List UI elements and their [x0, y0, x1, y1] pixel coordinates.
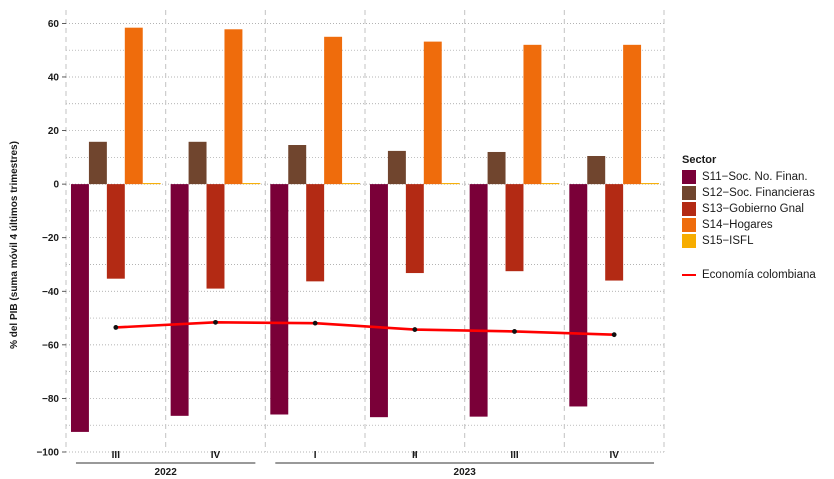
color-swatch-icon	[682, 186, 696, 200]
y-tick-label: −40	[42, 287, 59, 298]
bar	[324, 36, 343, 185]
line-point	[312, 320, 318, 326]
x-tick-label: III	[510, 450, 519, 461]
bar	[441, 183, 460, 185]
bar	[523, 44, 542, 185]
y-axis: 60 40 20 0 −20 −40 −60 −80 −100	[36, 19, 66, 459]
legend-item: S13−Gobierno Gnal	[682, 201, 832, 217]
x-tick-label: IV	[609, 450, 619, 461]
bar	[342, 183, 361, 185]
economia-line	[113, 319, 617, 338]
bar	[541, 183, 560, 185]
bar	[142, 183, 161, 185]
bar	[387, 150, 406, 185]
x-tick-label: I	[314, 450, 317, 461]
bar	[242, 183, 261, 185]
bar	[569, 184, 588, 407]
bar	[88, 141, 107, 185]
year-label: 2022	[155, 467, 178, 478]
legend-label: S12−Soc. Financieras	[702, 187, 815, 199]
legend-label: Economía colombiana	[702, 269, 816, 281]
legend-item: S14−Hogares	[682, 217, 832, 233]
y-tick-label: −60	[42, 340, 59, 351]
legend-item-economia: Economía colombiana	[682, 267, 832, 283]
y-axis-label: % del PIB (suma móvil 4 últimos trimestr…	[9, 141, 20, 349]
y-tick-label: 0	[53, 180, 59, 191]
bar	[423, 41, 442, 185]
legend-item: S12−Soc. Financieras	[682, 185, 832, 201]
x-tick-label: IV	[211, 450, 221, 461]
bars	[70, 27, 660, 432]
bar	[288, 145, 307, 185]
y-tick-label: 40	[48, 72, 60, 83]
bar	[505, 184, 524, 272]
year-label: 2023	[454, 467, 477, 478]
color-swatch-icon	[682, 170, 696, 184]
bar	[270, 184, 289, 415]
legend-label: S15−ISFL	[702, 235, 754, 247]
line-path	[115, 321, 615, 336]
legend-item: S11−Soc. No. Finan.	[682, 169, 832, 185]
color-swatch-icon	[682, 234, 696, 248]
bar	[623, 44, 642, 185]
bar	[469, 184, 488, 417]
bar	[605, 184, 624, 281]
legend: Sector S11−Soc. No. Finan. S12−Soc. Finan…	[682, 154, 832, 283]
bar	[369, 184, 388, 418]
y-tick-label: 60	[48, 19, 60, 30]
legend-label: S13−Gobierno Gnal	[702, 203, 804, 215]
grid	[65, 10, 665, 453]
legend-item: S15−ISFL	[682, 233, 832, 249]
line-point	[611, 332, 617, 338]
red-line-icon	[682, 274, 696, 276]
bar	[124, 27, 143, 185]
bar	[224, 29, 243, 185]
legend-title: Sector	[682, 154, 717, 166]
legend-label: S11−Soc. No. Finan.	[702, 171, 808, 183]
color-swatch-icon	[682, 202, 696, 216]
x-tick-label: II	[412, 450, 418, 461]
bar	[587, 155, 606, 185]
line-point	[213, 319, 218, 325]
bar	[641, 183, 660, 185]
y-tick-label: 20	[48, 126, 60, 137]
bar	[405, 184, 424, 274]
legend-items: S11−Soc. No. Finan. S12−Soc. Financieras S…	[682, 169, 832, 249]
bar	[170, 184, 189, 416]
bar	[487, 151, 506, 185]
y-tick-label: −20	[42, 233, 59, 244]
y-tick-label: −80	[42, 394, 59, 405]
line-point	[412, 327, 418, 332]
y-tick-label: −100	[36, 448, 59, 459]
bar	[106, 184, 125, 279]
line-point	[512, 329, 517, 334]
bar	[306, 184, 325, 282]
legend-label: S14−Hogares	[702, 219, 773, 231]
bar	[188, 141, 207, 185]
x-tick-label: III	[112, 450, 121, 461]
line-point	[113, 325, 119, 330]
color-swatch-icon	[682, 218, 696, 232]
bar	[206, 184, 225, 289]
bar	[70, 184, 89, 432]
